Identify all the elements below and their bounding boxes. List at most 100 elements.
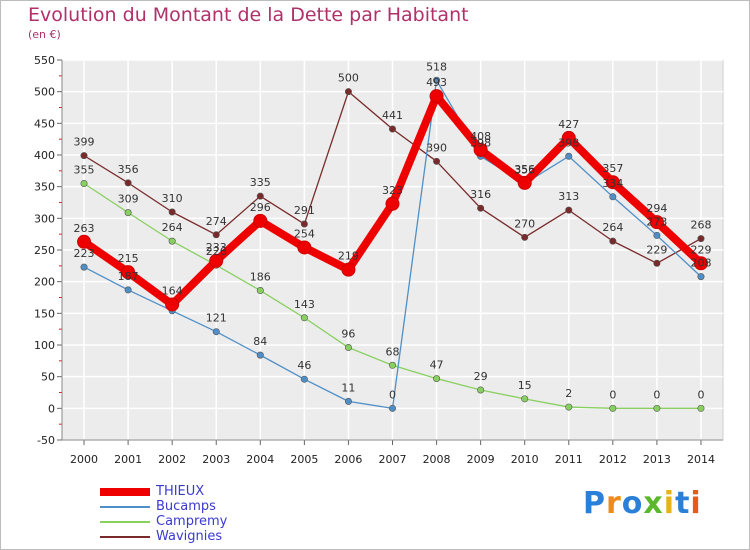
legend-swatch — [100, 488, 150, 496]
legend-label: Bucamps — [156, 499, 216, 514]
x-tick-label: 2001 — [114, 453, 142, 466]
data-label-thieux: 294 — [646, 202, 667, 215]
y-tick-label: 0 — [48, 402, 55, 415]
data-label-wavignies: 399 — [74, 136, 95, 149]
point-thieux — [605, 175, 620, 190]
point-thieux — [165, 297, 180, 312]
point-wavignies — [697, 235, 705, 243]
point-thieux — [209, 253, 224, 268]
x-tick-label: 2005 — [290, 453, 318, 466]
data-label-bucamps: 223 — [74, 247, 95, 260]
data-label-campremy: 309 — [118, 193, 139, 206]
legend-swatch — [100, 506, 150, 508]
point-bucamps — [388, 404, 396, 412]
point-campremy — [168, 237, 176, 245]
data-label-thieux: 254 — [294, 227, 315, 240]
point-wavignies — [80, 152, 88, 160]
logo-letter: t — [675, 486, 691, 521]
data-label-thieux: 427 — [558, 118, 579, 131]
point-wavignies — [124, 179, 132, 187]
data-label-thieux: 233 — [206, 241, 227, 254]
point-campremy — [433, 375, 441, 383]
y-tick-label: 350 — [34, 181, 55, 194]
point-campremy — [565, 403, 573, 411]
legend-item-bucamps: Bucamps — [100, 499, 300, 514]
point-wavignies — [521, 233, 529, 241]
point-wavignies — [256, 192, 264, 200]
data-label-thieux: 219 — [338, 250, 359, 263]
x-tick-label: 2006 — [334, 453, 362, 466]
data-label-thieux: 215 — [118, 252, 139, 265]
data-label-campremy: 186 — [250, 271, 271, 284]
data-label-bucamps: 355 — [514, 164, 535, 177]
y-tick-label: 450 — [34, 117, 55, 130]
data-label-campremy: 143 — [294, 298, 315, 311]
data-label-thieux: 493 — [426, 76, 447, 89]
point-wavignies — [344, 88, 352, 96]
point-bucamps — [653, 231, 661, 239]
logo-letter: i — [663, 486, 676, 521]
data-label-bucamps: 273 — [646, 215, 667, 228]
data-label-bucamps: 46 — [297, 359, 311, 372]
legend: THIEUX Bucamps Campremy Wavignies — [100, 484, 300, 544]
y-tick-label: 500 — [34, 86, 55, 99]
x-tick-label: 2008 — [423, 453, 451, 466]
point-bucamps — [697, 273, 705, 281]
data-label-wavignies: 310 — [162, 192, 183, 205]
point-thieux — [517, 175, 532, 190]
y-tick-label: 150 — [34, 307, 55, 320]
data-label-campremy: 68 — [386, 345, 400, 358]
point-thieux — [385, 196, 400, 211]
data-label-thieux: 356 — [514, 163, 535, 176]
data-label-wavignies: 313 — [558, 190, 579, 203]
data-label-wavignies: 390 — [426, 141, 447, 154]
point-campremy — [697, 404, 705, 412]
point-thieux — [693, 256, 708, 271]
data-label-wavignies: 270 — [514, 217, 535, 230]
point-wavignies — [388, 125, 396, 133]
point-campremy — [256, 287, 264, 295]
point-campremy — [80, 180, 88, 188]
legend-item-wavignies: Wavignies — [100, 529, 300, 544]
y-tick-label: 550 — [34, 54, 55, 67]
data-label-wavignies: 500 — [338, 72, 359, 85]
legend-item-campremy: Campremy — [100, 514, 300, 529]
point-thieux — [341, 262, 356, 277]
point-thieux — [297, 240, 312, 255]
point-thieux — [253, 213, 268, 228]
data-label-wavignies: 335 — [250, 176, 271, 189]
data-label-campremy: 0 — [609, 388, 616, 401]
x-tick-label: 2012 — [599, 453, 627, 466]
point-wavignies — [477, 204, 485, 212]
data-label-wavignies: 356 — [118, 163, 139, 176]
logo-letter: P — [583, 486, 606, 521]
data-label-bucamps: 398 — [470, 136, 491, 149]
point-campremy — [609, 404, 617, 412]
legend-label: Wavignies — [156, 529, 223, 544]
x-tick-label: 2014 — [687, 453, 715, 466]
data-label-campremy: 2 — [565, 387, 572, 400]
legend-label: Campremy — [156, 514, 228, 529]
legend-item-thieux: THIEUX — [100, 484, 300, 499]
data-label-wavignies: 268 — [690, 219, 711, 232]
point-wavignies — [609, 237, 617, 245]
x-tick-label: 2002 — [158, 453, 186, 466]
point-campremy — [344, 344, 352, 352]
point-campremy — [300, 314, 308, 322]
data-label-bucamps: 518 — [426, 60, 447, 73]
y-tick-label: -50 — [37, 434, 55, 447]
data-label-wavignies: 441 — [382, 109, 403, 122]
data-label-bucamps: 121 — [206, 312, 227, 325]
point-wavignies — [565, 206, 573, 214]
data-label-thieux: 164 — [162, 284, 183, 297]
data-label-campremy: 29 — [474, 370, 488, 383]
x-tick-label: 2007 — [379, 453, 407, 466]
point-bucamps — [565, 152, 573, 160]
data-label-thieux: 323 — [382, 184, 403, 197]
point-bucamps — [300, 375, 308, 383]
data-label-campremy: 15 — [518, 379, 532, 392]
x-tick-label: 2013 — [643, 453, 671, 466]
point-campremy — [388, 361, 396, 369]
data-label-bucamps: 398 — [558, 136, 579, 149]
